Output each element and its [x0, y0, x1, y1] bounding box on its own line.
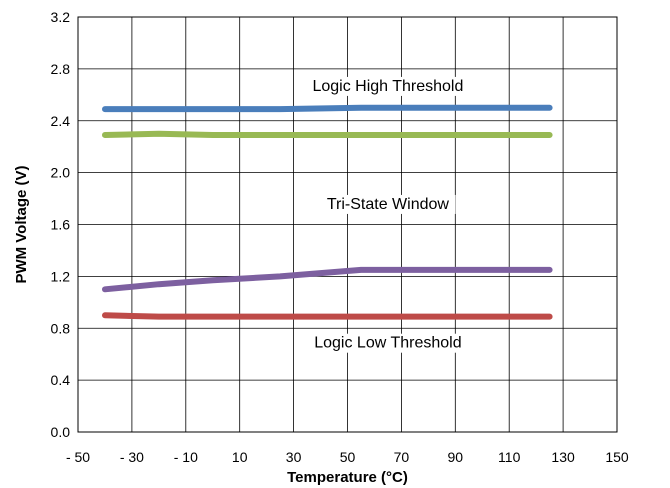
annotation-background: [308, 333, 468, 353]
tick-labels: - 50 - 30 - 10 10 30 50 70 90 110 130 150 0.0 0.4 0.8…: [51, 9, 629, 465]
annotation-2: Tri-State Window: [320, 194, 456, 214]
x-tick-label: 70: [394, 449, 410, 465]
annotations: Logic High Threshold Tri-State Window Logi…: [306, 76, 470, 353]
y-tick-label: 1.6: [51, 217, 71, 233]
y-tick-label: 2.0: [51, 165, 71, 181]
y-axis-title: PWM Voltage (V): [13, 165, 30, 283]
annotation-1: Logic High Threshold: [306, 76, 470, 96]
y-tick-label: 0.8: [51, 320, 71, 336]
x-tick-label: 30: [286, 449, 302, 465]
x-tick-label: 150: [605, 449, 629, 465]
series-line-1: [102, 104, 553, 113]
series-lines: [102, 104, 553, 320]
x-tick-label: - 30: [120, 449, 144, 465]
x-tick-label: 110: [498, 449, 521, 465]
x-axis-title: Temperature (°C): [287, 469, 408, 486]
annotation-label: Logic Low Threshold: [314, 335, 461, 352]
y-tick-label: 1.2: [51, 268, 71, 284]
x-tick-label: 50: [340, 449, 356, 465]
x-tick-label: 10: [232, 449, 248, 465]
annotation-background: [320, 194, 456, 214]
annotation-label: Logic High Threshold: [312, 78, 463, 95]
y-tick-label: 0.0: [51, 424, 71, 440]
series-line-3: [102, 266, 553, 293]
x-tick-label: - 10: [174, 449, 198, 465]
x-tick-label: 130: [551, 449, 575, 465]
annotation-3: Logic Low Threshold: [308, 333, 468, 353]
y-tick-label: 2.4: [51, 113, 71, 129]
x-tick-label: - 50: [66, 449, 90, 465]
annotation-label: Tri-State Window: [327, 196, 450, 213]
y-tick-label: 2.8: [51, 61, 71, 77]
y-tick-label: 3.2: [51, 9, 71, 25]
plot-area-frame: [77, 16, 618, 433]
series-line-4: [102, 312, 553, 320]
annotation-background: [306, 76, 470, 96]
x-tick-label: 90: [448, 449, 464, 465]
y-tick-label: 0.4: [51, 372, 71, 388]
series-line-2: [102, 130, 553, 138]
